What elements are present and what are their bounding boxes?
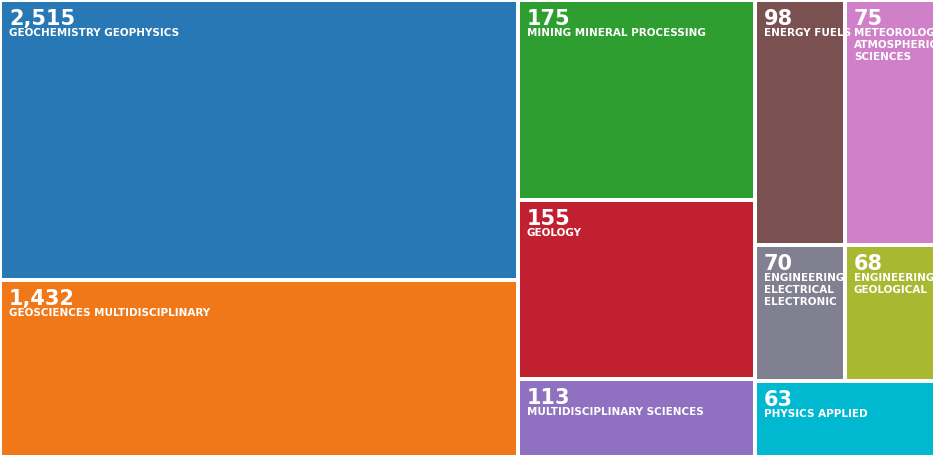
Text: ENERGY FUELS: ENERGY FUELS [764, 28, 851, 38]
Bar [2, 2, 516, 278]
Text: 63: 63 [764, 390, 793, 410]
Text: 98: 98 [764, 9, 793, 29]
Text: 70: 70 [764, 254, 793, 274]
Bar [520, 202, 753, 377]
Bar [756, 247, 842, 379]
Text: METEOROLOGY
ATMOSPHERIC
SCIENCES: METEOROLOGY ATMOSPHERIC SCIENCES [854, 28, 935, 62]
Bar [2, 282, 516, 455]
Bar [847, 2, 933, 243]
Text: GEOCHEMISTRY GEOPHYSICS: GEOCHEMISTRY GEOPHYSICS [9, 28, 180, 38]
Bar [756, 2, 842, 243]
Bar [520, 381, 753, 455]
Text: 1,432: 1,432 [9, 289, 75, 309]
Text: 113: 113 [527, 388, 570, 408]
Text: 75: 75 [854, 9, 883, 29]
Text: GEOSCIENCES MULTIDISCIPLINARY: GEOSCIENCES MULTIDISCIPLINARY [9, 308, 210, 318]
Text: GEOLOGY: GEOLOGY [527, 228, 582, 238]
Bar [756, 383, 933, 455]
Text: 68: 68 [854, 254, 883, 274]
Text: MINING MINERAL PROCESSING: MINING MINERAL PROCESSING [527, 28, 706, 38]
Text: MULTIDISCIPLINARY SCIENCES: MULTIDISCIPLINARY SCIENCES [527, 407, 704, 417]
Text: 175: 175 [527, 9, 570, 29]
Text: 155: 155 [527, 209, 570, 228]
Bar [520, 2, 753, 198]
Text: 2,515: 2,515 [9, 9, 75, 29]
Text: ENGINEERING
ELECTRICAL
ELECTRONIC: ENGINEERING ELECTRICAL ELECTRONIC [764, 273, 844, 307]
Bar [847, 247, 933, 379]
Text: ENGINEERING
GEOLOGICAL: ENGINEERING GEOLOGICAL [854, 273, 934, 295]
Text: PHYSICS APPLIED: PHYSICS APPLIED [764, 409, 867, 419]
